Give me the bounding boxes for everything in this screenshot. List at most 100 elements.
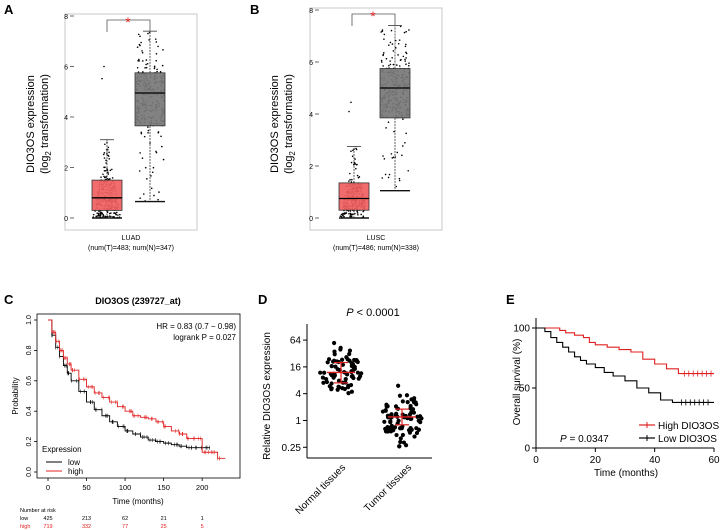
data-point — [382, 65, 384, 67]
data-point — [139, 197, 141, 199]
data-point — [92, 213, 95, 216]
data-point — [103, 157, 106, 159]
data-point — [383, 408, 388, 413]
data-point — [397, 393, 403, 398]
data-point — [107, 171, 109, 174]
data-point — [398, 65, 401, 67]
panel-e-label: E — [506, 292, 515, 307]
data-point — [147, 32, 149, 35]
panel-a-ylabel-line1: DIO3OS expression — [25, 75, 37, 173]
data-point — [144, 67, 146, 69]
data-point — [152, 166, 155, 169]
data-point — [382, 54, 384, 57]
data-point — [119, 213, 121, 216]
y-tick-label: 2 — [64, 166, 68, 173]
data-point — [408, 403, 413, 409]
data-point — [155, 59, 158, 62]
data-point — [388, 44, 390, 46]
data-point — [402, 55, 405, 58]
data-point — [352, 213, 354, 216]
data-point — [157, 198, 159, 201]
data-point — [404, 393, 410, 398]
panel-a-ylabel-line2-start: (log — [39, 156, 51, 174]
panel-a: A DIO3OS expression (log2 transformation… — [4, 2, 198, 252]
data-point — [103, 169, 106, 172]
data-point — [351, 155, 354, 158]
data-point — [136, 66, 139, 69]
data-point — [391, 157, 394, 159]
y-tick-label: 4 — [295, 389, 301, 400]
data-point — [397, 444, 402, 449]
data-point — [138, 170, 141, 172]
panel-b-yticks: 0 2 4 6 8 — [309, 8, 319, 223]
data-point — [345, 372, 350, 377]
data-point — [138, 60, 141, 62]
data-point — [414, 430, 420, 436]
y-tick-label: 0.25 — [282, 443, 302, 454]
data-point — [154, 38, 157, 40]
data-point — [102, 153, 105, 156]
panel-a-yticks: 0 2 4 6 8 — [64, 14, 74, 223]
data-point — [318, 370, 323, 375]
data-point — [400, 58, 402, 61]
data-point — [356, 210, 358, 213]
panel-b-ylabel-line2-rest: transformation) — [283, 74, 295, 151]
data-point — [103, 176, 106, 179]
y-tick-label: 8 — [309, 8, 313, 15]
data-point — [357, 213, 359, 216]
panel-a-label: A — [4, 2, 14, 17]
data-point — [145, 63, 147, 66]
data-point — [153, 66, 156, 68]
data-point — [161, 64, 164, 67]
data-point — [104, 170, 107, 172]
data-point — [349, 179, 351, 181]
outlier-point — [101, 77, 103, 80]
data-point — [395, 185, 398, 188]
data-point — [355, 359, 360, 365]
panel-c-legend-low-label: low — [68, 458, 80, 467]
data-point — [386, 425, 392, 430]
risk-row-label: low — [20, 516, 28, 522]
data-point — [102, 213, 105, 216]
box-normal — [134, 72, 166, 127]
data-point — [103, 175, 105, 178]
data-point — [355, 370, 360, 375]
panel-b: B DIO3OS expression (log2 transformation… — [250, 2, 443, 252]
data-point — [388, 419, 393, 424]
data-point — [355, 148, 358, 151]
x-tick-label: 40 — [649, 455, 661, 466]
panel-d-title-rest: < 0.0001 — [354, 307, 400, 319]
data-point — [359, 371, 364, 376]
data-point — [139, 152, 141, 154]
data-point — [389, 63, 392, 66]
data-point — [150, 175, 152, 177]
y-tick-label: 1.0 — [26, 315, 33, 325]
data-point — [350, 150, 352, 153]
panel-c-hr-text: HR = 0.83 (0.7 − 0.98) — [156, 322, 236, 331]
y-tick-label: 4 — [309, 112, 313, 119]
km-line-high-dio3os — [536, 327, 714, 375]
data-point — [137, 71, 140, 73]
box-normal — [379, 68, 411, 119]
data-point — [332, 340, 337, 346]
data-point — [98, 214, 101, 217]
panel-a-xlabel-line2: (num(T)=483; num(N)=347) — [88, 245, 174, 252]
data-point — [140, 132, 143, 135]
data-point — [137, 60, 139, 62]
data-point — [332, 358, 337, 363]
data-point — [398, 177, 401, 180]
data-point — [329, 363, 334, 369]
data-point — [95, 215, 97, 218]
panel-d-xlabel-tumor: Tumor tissues — [362, 462, 414, 514]
data-point — [397, 54, 399, 56]
data-point — [137, 33, 140, 36]
panel-a-ylabel-sub: 2 — [44, 151, 53, 156]
data-point — [391, 43, 394, 45]
x-tick-label: 0 — [46, 483, 50, 492]
data-point — [141, 50, 143, 52]
data-point — [403, 443, 409, 448]
data-point — [385, 127, 387, 129]
data-point — [392, 50, 395, 52]
data-point — [320, 375, 326, 380]
